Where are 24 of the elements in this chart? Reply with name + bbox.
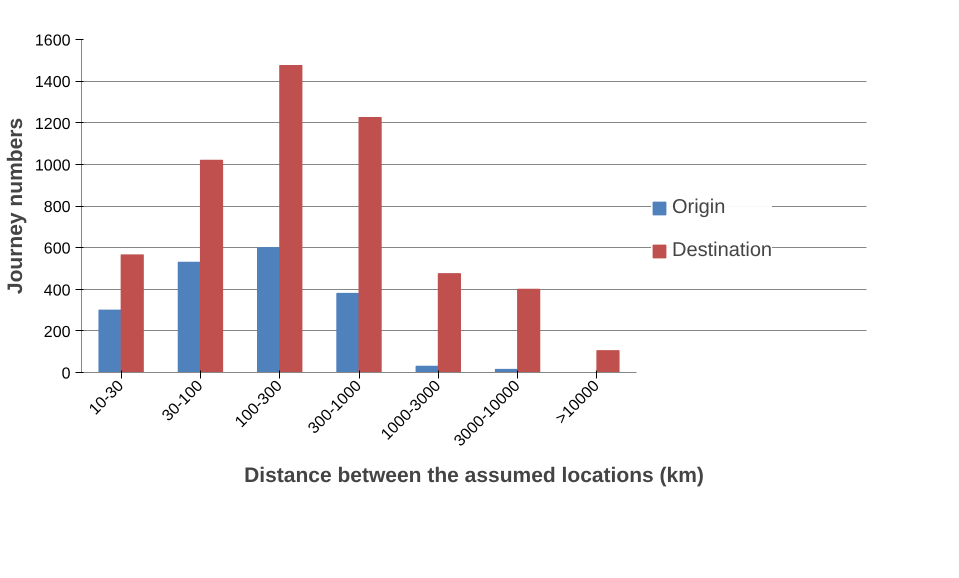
bar [178,262,201,372]
bar [517,288,540,372]
y-axis-title: Journey numbers [4,118,27,294]
y-tick-label: 1400 [34,74,71,92]
bar [438,273,461,372]
bar [336,292,360,372]
bar [279,65,302,372]
legend-label: Destination [672,239,772,262]
bar [200,160,224,372]
y-tick-label: 400 [44,282,71,300]
y-tick-label: 800 [44,199,71,216]
bar [257,247,280,372]
bar [358,117,382,372]
legend-label: Origin [672,196,726,219]
x-axis-title: Distance between the assumed locations (km) [244,464,704,487]
y-tick-label: 600 [44,240,71,258]
bar [98,310,122,372]
y-tick-label: 200 [44,324,71,341]
y-tick-label: 0 [62,366,71,382]
bar [596,350,620,372]
y-tick-label: 1000 [34,157,71,174]
y-tick-label: 1600 [34,32,71,50]
y-tick-label: 1200 [34,116,71,133]
bar [120,254,144,372]
